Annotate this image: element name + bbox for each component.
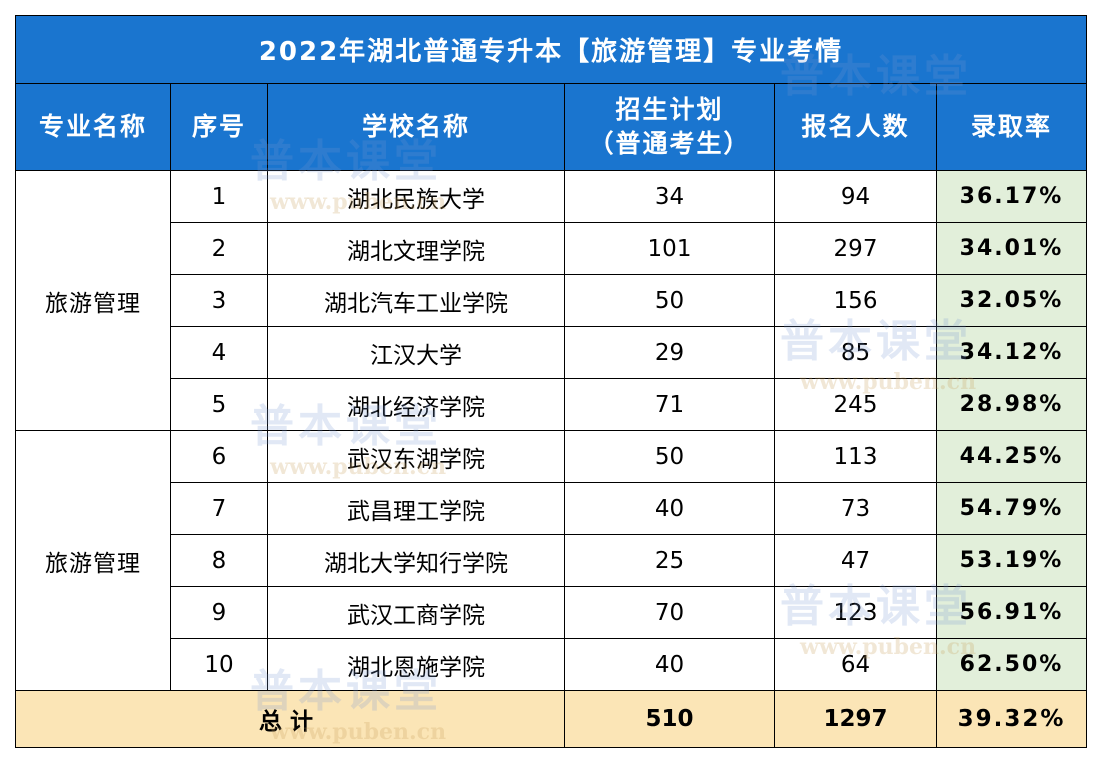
rate-cell: 56.91% xyxy=(936,586,1087,639)
school-cell: 湖北文理学院 xyxy=(267,222,565,275)
index-cell: 1 xyxy=(170,170,268,223)
total-applicants: 1297 xyxy=(774,690,937,748)
table-row: 4 江汉大学 29 85 34.12% xyxy=(16,326,1087,379)
school-cell: 湖北恩施学院 xyxy=(267,638,565,691)
plan-cell: 101 xyxy=(564,222,775,275)
index-cell: 10 xyxy=(170,638,268,691)
plan-cell: 50 xyxy=(564,274,775,327)
school-cell: 武汉工商学院 xyxy=(267,586,565,639)
school-cell: 湖北汽车工业学院 xyxy=(267,274,565,327)
index-cell: 3 xyxy=(170,274,268,327)
table-row: 5 湖北经济学院 71 245 28.98% xyxy=(16,378,1087,431)
school-cell: 湖北民族大学 xyxy=(267,170,565,223)
header-major: 专业名称 xyxy=(15,83,171,171)
admission-table: 2022年湖北普通专升本【旅游管理】专业考情 专业名称 序号 学校名称 招生计划… xyxy=(15,15,1087,748)
applicants-cell: 64 xyxy=(774,638,937,691)
rate-cell: 34.01% xyxy=(936,222,1087,275)
index-cell: 6 xyxy=(170,430,268,483)
header-applicants: 报名人数 xyxy=(774,83,937,171)
applicants-cell: 47 xyxy=(774,534,937,587)
plan-cell: 71 xyxy=(564,378,775,431)
rate-cell: 32.05% xyxy=(936,274,1087,327)
table-row: 10 湖北恩施学院 40 64 62.50% xyxy=(16,638,1087,691)
table-row: 9 武汉工商学院 70 123 56.91% xyxy=(16,586,1087,639)
index-cell: 8 xyxy=(170,534,268,587)
major-cell-group2: 旅游管理 xyxy=(15,430,171,691)
rate-cell: 53.19% xyxy=(936,534,1087,587)
applicants-cell: 85 xyxy=(774,326,937,379)
index-cell: 2 xyxy=(170,222,268,275)
table-row: 旅游管理 1 湖北民族大学 34 94 36.17% xyxy=(15,170,1087,431)
table-row: 旅游管理 6 武汉东湖学院 50 113 44.25% xyxy=(15,430,1087,691)
major-cell-group1: 旅游管理 xyxy=(15,170,171,431)
rate-cell: 28.98% xyxy=(936,378,1087,431)
school-cell: 江汉大学 xyxy=(267,326,565,379)
header-plan-line2: （普通考生） xyxy=(588,129,751,158)
total-rate: 39.32% xyxy=(936,690,1087,748)
header-rate: 录取率 xyxy=(936,83,1087,171)
index-cell: 9 xyxy=(170,586,268,639)
plan-cell: 29 xyxy=(564,326,775,379)
rate-cell: 34.12% xyxy=(936,326,1087,379)
table-title: 2022年湖北普通专升本【旅游管理】专业考情 xyxy=(15,15,1087,84)
rate-cell: 44.25% xyxy=(936,430,1087,483)
header-school: 学校名称 xyxy=(267,83,565,171)
table-row: 8 湖北大学知行学院 25 47 53.19% xyxy=(16,534,1087,587)
total-plan: 510 xyxy=(564,690,775,748)
plan-cell: 50 xyxy=(564,430,775,483)
table-row: 7 武昌理工学院 40 73 54.79% xyxy=(16,482,1087,535)
plan-cell: 40 xyxy=(564,482,775,535)
table-row: 2 湖北文理学院 101 297 34.01% xyxy=(16,222,1087,275)
applicants-cell: 113 xyxy=(774,430,937,483)
plan-cell: 25 xyxy=(564,534,775,587)
applicants-cell: 245 xyxy=(774,378,937,431)
applicants-cell: 297 xyxy=(774,222,937,275)
plan-cell: 34 xyxy=(564,170,775,223)
table-row: 3 湖北汽车工业学院 50 156 32.05% xyxy=(16,274,1087,327)
applicants-cell: 123 xyxy=(774,586,937,639)
school-cell: 湖北经济学院 xyxy=(267,378,565,431)
rate-cell: 36.17% xyxy=(936,170,1087,223)
total-label: 总计 xyxy=(15,690,565,748)
plan-cell: 40 xyxy=(564,638,775,691)
header-plan-line1: 招生计划 xyxy=(615,95,724,124)
header-plan: 招生计划 （普通考生） xyxy=(564,83,775,171)
index-cell: 4 xyxy=(170,326,268,379)
index-cell: 5 xyxy=(170,378,268,431)
school-cell: 武昌理工学院 xyxy=(267,482,565,535)
school-cell: 武汉东湖学院 xyxy=(267,430,565,483)
plan-cell: 70 xyxy=(564,586,775,639)
applicants-cell: 94 xyxy=(774,170,937,223)
rate-cell: 54.79% xyxy=(936,482,1087,535)
total-row: 总计 510 1297 39.32% xyxy=(15,690,1087,748)
header-index: 序号 xyxy=(170,83,268,171)
applicants-cell: 73 xyxy=(774,482,937,535)
applicants-cell: 156 xyxy=(774,274,937,327)
school-cell: 湖北大学知行学院 xyxy=(267,534,565,587)
rate-cell: 62.50% xyxy=(936,638,1087,691)
index-cell: 7 xyxy=(170,482,268,535)
